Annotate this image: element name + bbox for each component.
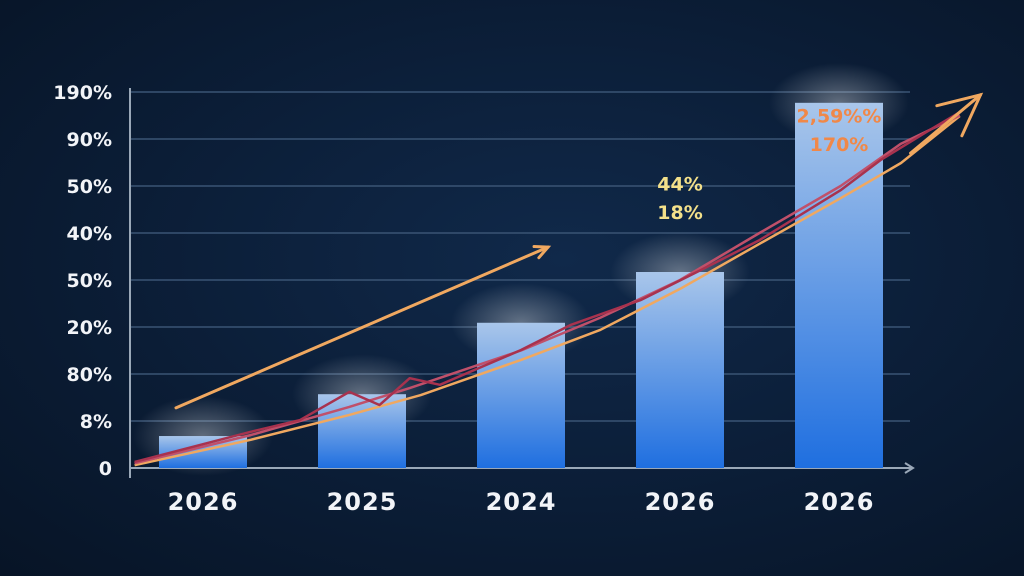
y-tick-label: 80% — [67, 364, 112, 386]
y-tick-label: 50% — [67, 176, 112, 198]
bar — [318, 394, 406, 468]
bar — [795, 102, 883, 468]
upper-arrow-head-icon — [532, 245, 552, 260]
annotation-label: 44% — [657, 174, 702, 196]
x-category-label: 2026 — [168, 488, 239, 516]
y-tick-label: 90% — [67, 129, 112, 151]
x-category-label: 2026 — [804, 488, 875, 516]
big-arrow — [909, 93, 983, 155]
annotation-label: 2,59%% — [797, 106, 882, 128]
y-tick-label: 20% — [67, 317, 112, 339]
y-tick-label: 190% — [53, 82, 112, 104]
series-line-pink-trend — [134, 114, 961, 465]
big-arrow-head-icon — [935, 92, 984, 138]
bar — [636, 272, 724, 468]
x-category-label: 2025 — [327, 488, 398, 516]
y-tick-label: 50% — [67, 270, 112, 292]
x-axis-arrow-icon — [904, 462, 915, 474]
annotation-label: 18% — [657, 202, 702, 224]
series-line-orange-trend — [134, 115, 961, 467]
y-tick-label: 40% — [67, 223, 112, 245]
upper-arrow — [174, 245, 550, 410]
y-tick-label: 0 — [99, 458, 112, 480]
annotation-label: 170% — [810, 134, 869, 156]
x-category-label: 2024 — [486, 488, 557, 516]
y-tick-label: 8% — [80, 411, 112, 433]
x-category-label: 2026 — [645, 488, 716, 516]
bar — [477, 322, 565, 468]
series-line-red-trend — [134, 111, 961, 464]
